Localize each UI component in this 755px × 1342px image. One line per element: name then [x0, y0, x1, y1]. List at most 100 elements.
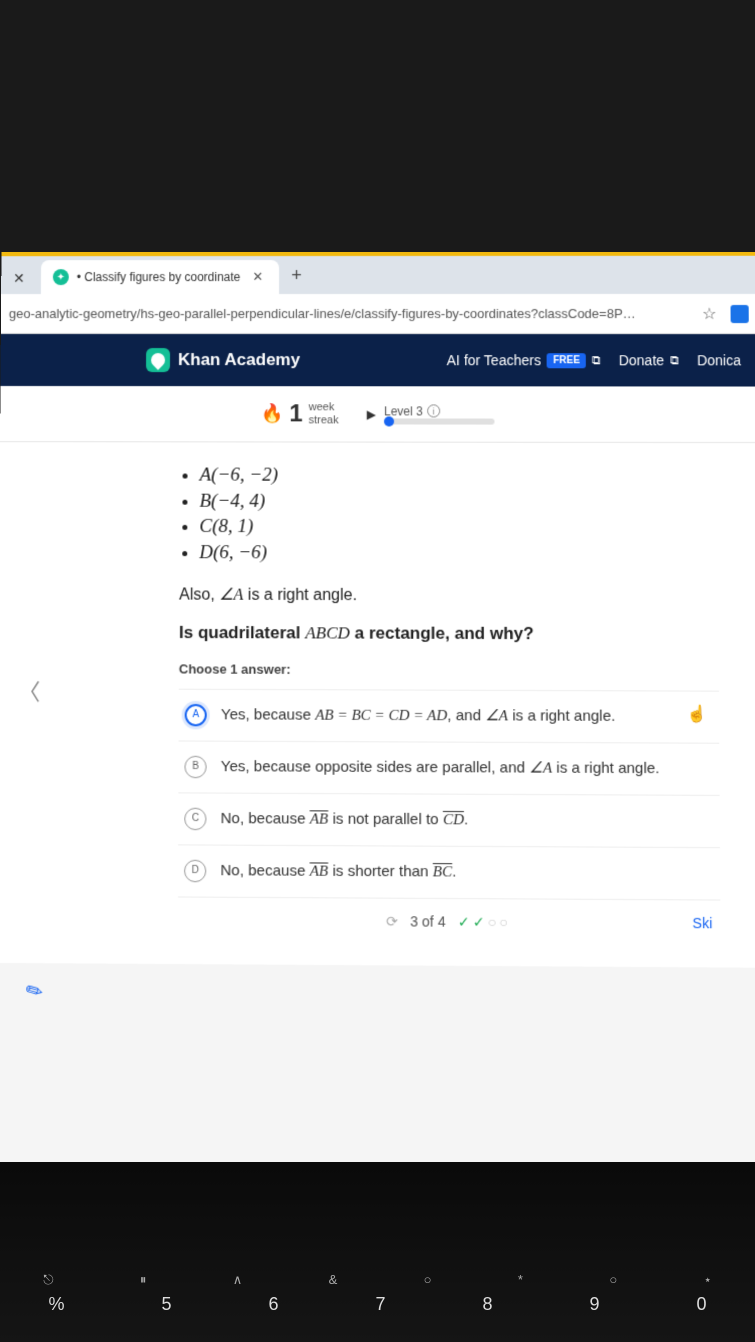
close-icon[interactable]: ✕	[13, 270, 25, 287]
donate-link[interactable]: Donate ⧉	[619, 352, 679, 368]
streak-label-2: streak	[309, 414, 339, 426]
brand-logo[interactable]: Khan Academy	[146, 348, 300, 372]
progress-bar: 🔥 1 week streak ▶ Level 3 i	[0, 386, 755, 443]
streak-label-1: week	[309, 402, 339, 414]
logo-icon	[146, 348, 170, 372]
also-line: Also, ∠A is a right angle.	[179, 584, 718, 606]
c-mid: is not parallel to	[328, 810, 443, 828]
b-suffix: is a right angle.	[552, 759, 659, 777]
question-content: 〈 A(−6, −2) B(−4, 4) C(8, 1) D(6, −6) Al…	[0, 442, 755, 967]
radio-a[interactable]: A	[185, 703, 207, 725]
cursor-icon: ☝️	[687, 703, 707, 723]
answer-list: A Yes, because AB = BC = CD = AD, and ∠A…	[178, 688, 720, 900]
user-name[interactable]: Donica	[697, 352, 741, 368]
external-link-icon: ⧉	[670, 353, 679, 368]
kbd-key: 7	[375, 1294, 385, 1315]
browser-tab-bar: ✕ ✦ • Classify figures by coordinate ✕ +	[1, 252, 755, 294]
keyboard-area: ⎋ ⏸ ∧ & ○ * ○ ⋆ % 5 6 7 8 9 0	[0, 1162, 755, 1342]
pen-icon[interactable]: ✎	[21, 975, 48, 1006]
also-suffix: is a right angle.	[243, 586, 357, 604]
answer-c[interactable]: C No, because AB is not parallel to CD.	[178, 793, 720, 848]
stem-suffix: a rectangle, and why?	[350, 623, 534, 643]
kbd-sym: ⎋	[43, 1272, 53, 1288]
c-prefix: No, because	[221, 809, 310, 827]
point-d: D(6, −6)	[199, 540, 718, 567]
b-prefix: Yes, because opposite sides are parallel…	[221, 758, 530, 777]
question-counter: 3 of 4	[410, 913, 446, 930]
d-mid: is shorter than	[328, 862, 433, 880]
kbd-sym: *	[518, 1272, 523, 1288]
brand-name: Khan Academy	[178, 350, 300, 370]
level-block[interactable]: ▶ Level 3 i	[367, 404, 495, 424]
answer-b-text: Yes, because opposite sides are parallel…	[221, 757, 714, 779]
kbd-sym: ⋆	[704, 1272, 712, 1288]
answer-a[interactable]: A Yes, because AB = BC = CD = AD, and ∠A…	[179, 689, 720, 743]
d-prefix: No, because	[220, 862, 309, 880]
donate-label: Donate	[619, 352, 665, 368]
url-text[interactable]: geo-analytic-geometry/hs-geo-parallel-pe…	[9, 306, 688, 321]
also-prefix: Also,	[179, 586, 219, 603]
kbd-key: 9	[589, 1294, 599, 1315]
radio-b[interactable]: B	[184, 755, 206, 777]
favicon-icon: ✦	[53, 269, 69, 285]
progress-dots: ✓✓○○	[458, 913, 511, 931]
play-icon: ▶	[367, 407, 376, 421]
point-b: B(−4, 4)	[199, 488, 717, 515]
kbd-key: 5	[161, 1294, 171, 1315]
back-chevron-icon[interactable]: 〈	[18, 674, 40, 706]
stem-math: ABCD	[305, 623, 350, 642]
radio-d[interactable]: D	[184, 859, 206, 882]
point-c: C(8, 1)	[199, 514, 718, 541]
bookmark-star-icon[interactable]: ☆	[696, 303, 723, 323]
answer-d-text: No, because AB is shorter than BC.	[220, 862, 714, 883]
streak-block[interactable]: 🔥 1 week streak	[261, 400, 339, 428]
choose-label: Choose 1 answer:	[179, 661, 719, 678]
b-m1: ∠A	[529, 760, 552, 776]
a-suffix: is a right angle.	[508, 707, 615, 725]
answer-b[interactable]: B Yes, because opposite sides are parall…	[178, 741, 719, 795]
kbd-key: 6	[268, 1294, 278, 1315]
streak-count: 1	[289, 400, 302, 428]
stem-prefix: Is quadrilateral	[179, 622, 305, 642]
level-dot	[384, 416, 394, 426]
a-prefix: Yes, because	[221, 706, 315, 724]
level-progress-bar	[384, 418, 494, 424]
new-tab-button[interactable]: +	[279, 265, 314, 286]
a-m2: ∠A	[485, 708, 508, 724]
site-header: Khan Academy AI for Teachers FREE ⧉ Dona…	[0, 334, 755, 387]
kbd-sym: &	[329, 1272, 338, 1288]
d-suffix: .	[452, 863, 456, 880]
kbd-key: 8	[482, 1294, 492, 1315]
tab-close-icon[interactable]: ✕	[248, 269, 267, 285]
answer-d[interactable]: D No, because AB is shorter than BC.	[178, 845, 720, 900]
c-suffix: .	[464, 811, 468, 828]
kbd-key: 0	[696, 1294, 706, 1315]
kbd-sym: ○	[609, 1272, 617, 1288]
coordinate-list: A(−6, −2) B(−4, 4) C(8, 1) D(6, −6)	[179, 462, 718, 567]
kbd-key: %	[48, 1294, 64, 1315]
kbd-sym: ○	[424, 1272, 432, 1288]
answer-c-text: No, because AB is not parallel to CD.	[221, 809, 714, 830]
reload-icon[interactable]: ⟳	[386, 913, 398, 931]
extension-icon[interactable]	[731, 304, 749, 322]
ai-teachers-label: AI for Teachers	[447, 352, 541, 368]
d-m1: AB	[310, 863, 329, 879]
radio-c[interactable]: C	[184, 807, 206, 830]
url-bar: geo-analytic-geometry/hs-geo-parallel-pe…	[1, 294, 755, 334]
ai-teachers-link[interactable]: AI for Teachers FREE ⧉	[447, 352, 601, 368]
point-a: A(−6, −2)	[200, 462, 718, 489]
flame-icon: 🔥	[261, 403, 283, 424]
d-m2: BC	[433, 864, 452, 880]
angle-a: ∠A	[219, 586, 243, 603]
free-badge: FREE	[547, 353, 586, 368]
c-m1: AB	[310, 811, 329, 827]
external-link-icon: ⧉	[592, 353, 601, 368]
kbd-sym: ⏸	[140, 1272, 147, 1288]
a-m1: AB = BC = CD = AD	[315, 708, 447, 725]
skip-button[interactable]: Ski	[692, 915, 712, 932]
browser-tab[interactable]: ✦ • Classify figures by coordinate ✕	[41, 260, 279, 294]
tab-title: • Classify figures by coordinate	[77, 270, 241, 284]
question-stem: Is quadrilateral ABCD a rectangle, and w…	[179, 622, 719, 644]
info-icon[interactable]: i	[427, 404, 440, 417]
question-footer: ⟳ 3 of 4 ✓✓○○ Ski	[178, 897, 721, 946]
